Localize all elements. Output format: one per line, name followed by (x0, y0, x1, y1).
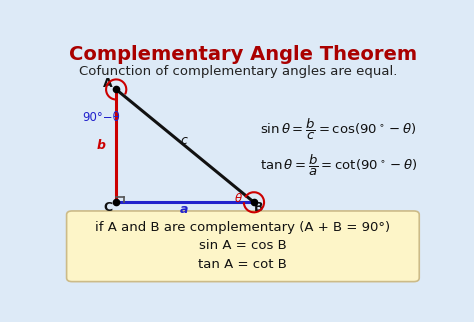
FancyBboxPatch shape (66, 211, 419, 282)
Text: $\tan\theta = \dfrac{b}{a} = \cot(90^\circ-\theta)$: $\tan\theta = \dfrac{b}{a} = \cot(90^\ci… (260, 153, 417, 178)
Text: θ: θ (235, 192, 242, 205)
Text: 90°−θ: 90°−θ (82, 111, 120, 125)
Text: tan A = cot B: tan A = cot B (199, 258, 287, 271)
Text: A: A (103, 77, 113, 90)
Text: if A and B are complementary (A + B = 90°): if A and B are complementary (A + B = 90… (95, 221, 391, 234)
Text: b: b (97, 139, 106, 152)
Text: B: B (254, 201, 264, 214)
Text: C: C (103, 201, 113, 214)
Text: sin A = cos B: sin A = cos B (199, 239, 287, 251)
Text: c: c (181, 134, 188, 147)
Text: Cofunction of complementary angles are equal.: Cofunction of complementary angles are e… (80, 65, 398, 78)
Text: Complementary Angle Theorem: Complementary Angle Theorem (69, 45, 417, 64)
Text: $\sin\theta = \dfrac{b}{c} = \cos(90^\circ-\theta)$: $\sin\theta = \dfrac{b}{c} = \cos(90^\ci… (260, 117, 417, 142)
Text: a: a (180, 203, 188, 216)
